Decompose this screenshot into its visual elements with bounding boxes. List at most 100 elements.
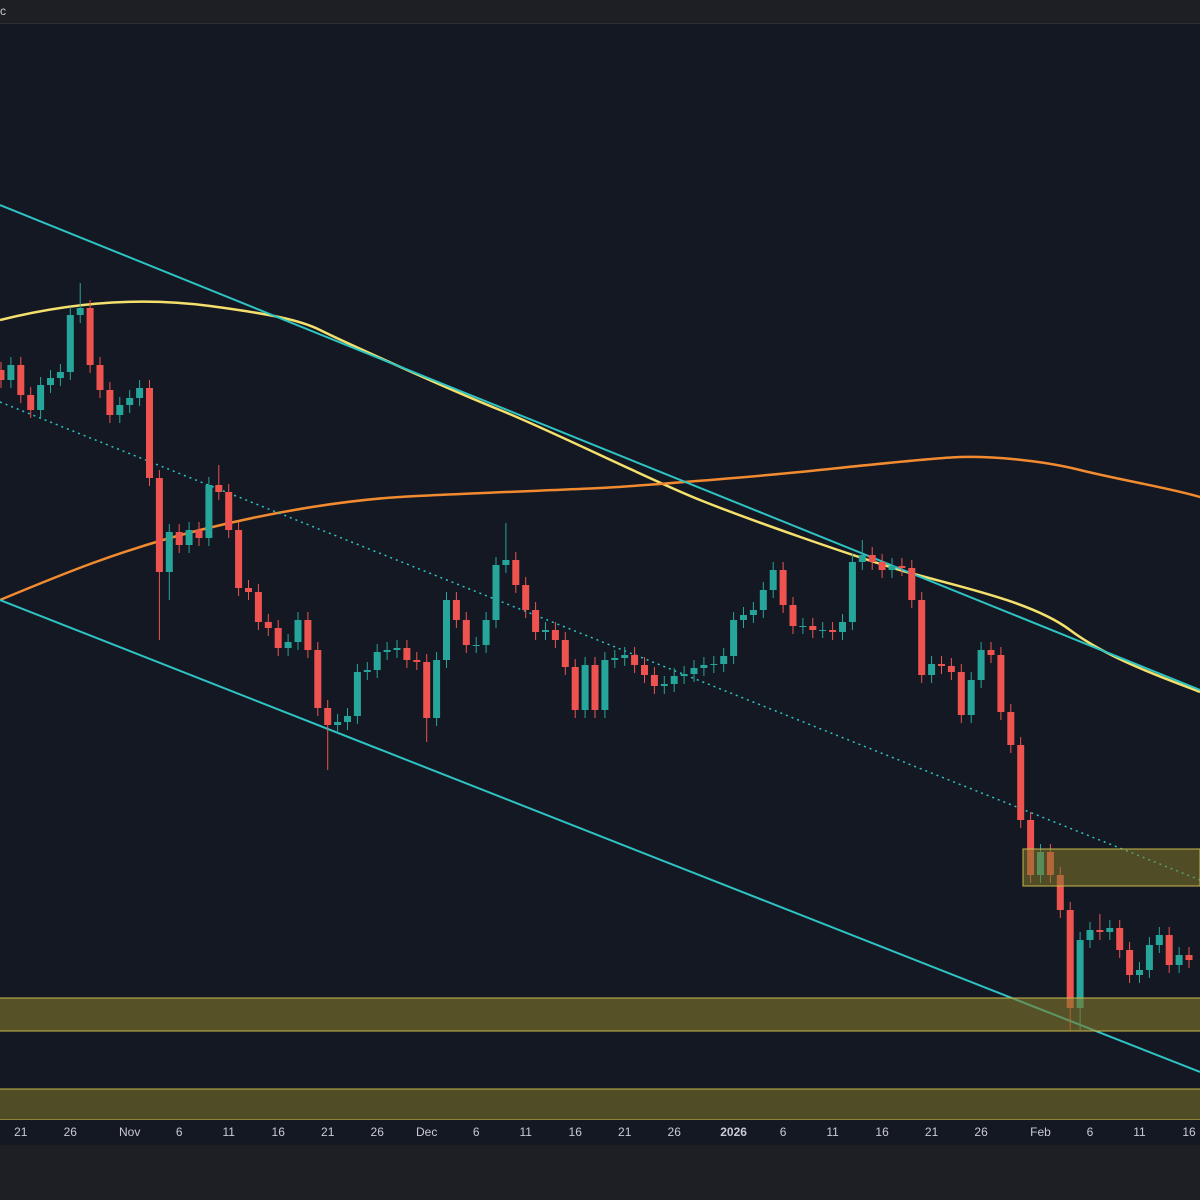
candle-body	[56, 372, 64, 378]
candle-body	[1106, 928, 1114, 932]
candle-body	[175, 532, 183, 545]
candle-body	[492, 565, 500, 620]
x-tick-label: 6	[1087, 1125, 1094, 1139]
channel-lower	[0, 599, 1200, 1073]
x-tick-label: 26	[974, 1125, 988, 1139]
candle-body	[997, 655, 1005, 712]
candle-body	[878, 562, 886, 570]
candle-body	[512, 560, 520, 585]
candle-body	[799, 626, 807, 627]
candle-body	[1116, 928, 1124, 950]
candle-body	[809, 626, 817, 630]
candles	[0, 283, 1193, 1030]
candle-body	[1136, 970, 1143, 975]
candle-body	[423, 662, 431, 718]
candle-body	[482, 620, 490, 645]
candle-body	[1155, 935, 1163, 945]
candle-body	[116, 405, 124, 415]
candle-body	[769, 570, 777, 590]
candle-body	[443, 600, 450, 660]
candle-body	[185, 530, 193, 545]
candle-body	[819, 630, 827, 631]
x-tick-label: 11	[519, 1125, 532, 1139]
x-tick-label: 26	[371, 1125, 385, 1139]
candle-body	[1145, 945, 1153, 970]
candle-body	[235, 530, 243, 588]
candle-body	[47, 378, 54, 385]
candle-body	[740, 615, 747, 620]
x-tick-label: 21	[925, 1125, 939, 1139]
x-tick-label: 6	[473, 1125, 480, 1139]
candle-body	[601, 660, 609, 710]
time-axis-labels: 21 26 Nov 6 11 16 21 26 Dec 6 11 16 21 26 2026 6 11 16 21 2…	[14, 1125, 1196, 1139]
candle-body	[1017, 745, 1025, 820]
x-tick-label: 26	[64, 1125, 78, 1139]
x-tick-label: 16	[1182, 1125, 1196, 1139]
candle-body	[472, 645, 480, 646]
time-axis	[0, 1120, 1200, 1145]
candle-body	[522, 585, 530, 610]
candle-body	[462, 620, 470, 645]
candle-body	[957, 672, 965, 715]
candle-body	[155, 478, 163, 572]
candle-body	[225, 492, 233, 530]
candle-body	[918, 600, 926, 675]
candle-body	[690, 668, 698, 674]
candle-body	[344, 716, 351, 722]
candle-body	[205, 485, 213, 538]
x-tick-label: Nov	[119, 1125, 140, 1139]
candle-body	[314, 650, 322, 708]
candle-body	[571, 667, 579, 710]
candle-body	[0, 370, 5, 380]
candle-body	[650, 675, 658, 686]
x-tick-label: Feb	[1030, 1125, 1051, 1139]
candle-body	[413, 660, 421, 662]
header-text: c	[0, 4, 6, 18]
candle-body	[136, 388, 144, 398]
candle-body	[1185, 955, 1193, 960]
candle-body	[1086, 930, 1094, 940]
candle-body	[730, 620, 738, 656]
support-zone	[0, 997, 1200, 1032]
candle-body	[898, 566, 906, 568]
candle-body	[700, 665, 708, 668]
candle-body	[304, 620, 312, 650]
candle-body	[561, 640, 569, 667]
candle-body	[324, 708, 332, 725]
channel-upper	[0, 204, 1200, 691]
candle-body	[66, 315, 74, 372]
candle-body	[749, 610, 757, 615]
candle-body	[274, 628, 282, 648]
candle-body	[789, 605, 797, 626]
x-tick-label: 21	[14, 1125, 28, 1139]
candle-body	[621, 655, 629, 658]
x-tick-label: 16	[272, 1125, 286, 1139]
candle-body	[631, 655, 639, 665]
candle-body	[938, 664, 945, 666]
candle-body	[294, 620, 302, 642]
candle-body	[1007, 712, 1015, 745]
candle-body	[1066, 910, 1074, 1008]
candle-body	[848, 562, 856, 622]
candle-body	[710, 664, 718, 665]
candle-body	[393, 648, 401, 650]
moving-average-yellow	[0, 300, 1200, 694]
candle-body	[542, 630, 549, 632]
candle-body	[868, 555, 876, 562]
candle-body	[403, 648, 411, 660]
candle-body	[1027, 820, 1035, 875]
x-tick-label: 11	[222, 1125, 235, 1139]
candle-body	[829, 630, 837, 632]
candle-body	[670, 676, 678, 684]
x-tick-label: 6	[176, 1125, 183, 1139]
candle-body	[96, 365, 104, 390]
candle-body	[245, 588, 252, 592]
x-tick-label: 21	[321, 1125, 335, 1139]
candle-body	[502, 560, 510, 565]
candle-body	[1096, 930, 1104, 932]
candle-body	[7, 365, 15, 380]
candle-body	[284, 642, 292, 648]
candle-body	[146, 388, 153, 478]
x-tick-label: 6	[780, 1125, 787, 1139]
